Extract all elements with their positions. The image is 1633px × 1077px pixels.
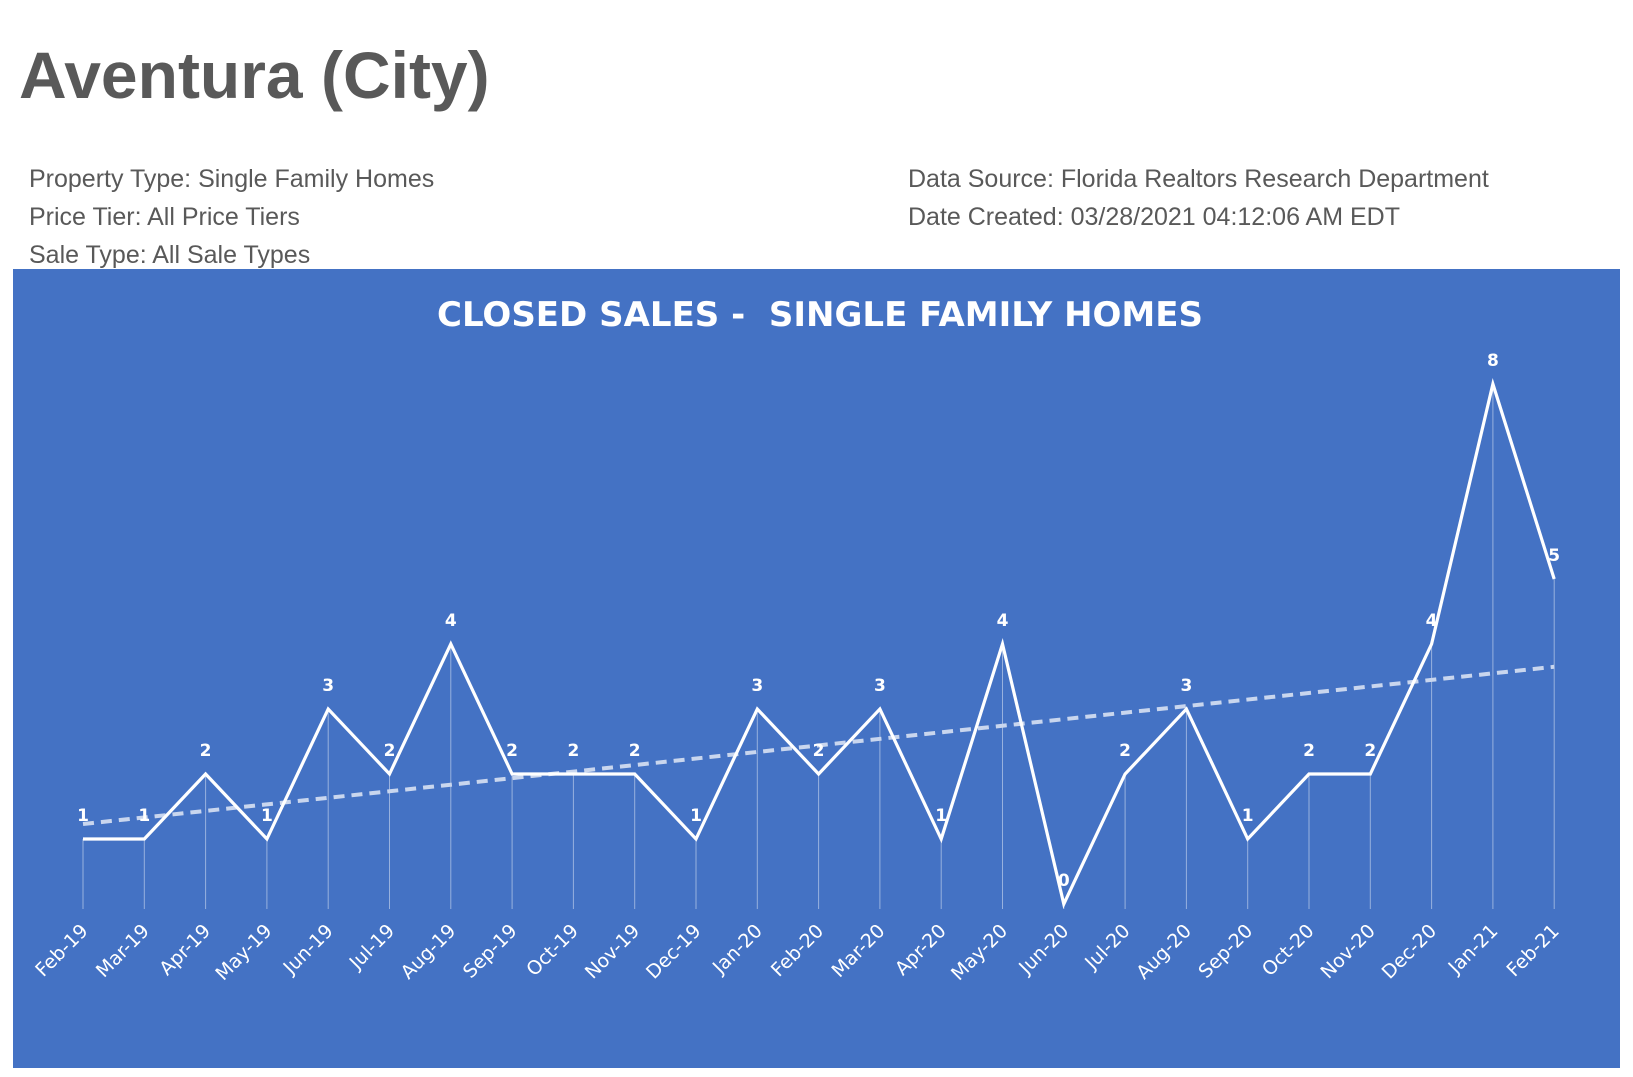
data-label: 1 <box>77 806 89 826</box>
x-tick-label: May-20 <box>947 920 1012 985</box>
property-type-text: Property Type: Single Family Homes <box>29 165 435 193</box>
data-label: 1 <box>138 806 150 826</box>
report-filters: Property Type: Single Family Homes Price… <box>29 160 434 274</box>
x-tick-label: Nov-19 <box>581 920 644 983</box>
data-label: 8 <box>1487 351 1499 371</box>
x-tick-label: Nov-20 <box>1316 920 1379 983</box>
data-label: 1 <box>690 806 702 826</box>
x-tick-label: Mar-19 <box>92 920 154 982</box>
data-labels: 1 1 2 1 3 2 4 2 2 2 1 3 2 3 1 4 0 2 3 1 2 2 4 8 5 <box>77 351 1560 891</box>
x-tick-label: Jan-20 <box>708 920 767 979</box>
x-tick-label: Apr-20 <box>891 920 951 980</box>
data-label: 1 <box>1242 806 1254 826</box>
data-label: 1 <box>261 806 273 826</box>
sale-type-text: Sale Type: All Sale Types <box>29 241 311 269</box>
data-label: 2 <box>1303 741 1315 761</box>
x-tick-label: Jun-20 <box>1014 920 1073 979</box>
data-label: 2 <box>384 741 396 761</box>
data-label: 3 <box>1180 676 1192 696</box>
x-tick-label: Jul-20 <box>1080 920 1134 974</box>
chart-title: CLOSED SALES - SINGLE FAMILY HOMES <box>437 295 1203 335</box>
data-label: 2 <box>813 741 825 761</box>
x-tick-label: Dec-20 <box>1378 920 1442 984</box>
data-label: 1 <box>935 806 947 826</box>
x-tick-label: Feb-20 <box>767 920 828 981</box>
x-tick-label: Dec-19 <box>642 920 706 984</box>
x-tick-label: Jun-19 <box>279 920 338 979</box>
page-title: Aventura (City) <box>19 38 490 112</box>
data-label: 2 <box>629 741 641 761</box>
x-tick-label: Aug-19 <box>397 920 461 984</box>
x-tick-label: Apr-19 <box>155 920 215 980</box>
data-label: 2 <box>1119 741 1131 761</box>
closed-sales-chart: CLOSED SALES - SINGLE FAMILY HOMES 1 1 2 1 3… <box>13 269 1620 1068</box>
data-label: 2 <box>1364 741 1376 761</box>
data-label: 4 <box>1426 611 1438 631</box>
x-tick-label: Oct-20 <box>1258 920 1319 981</box>
data-label: 3 <box>874 676 886 696</box>
x-tick-label: Jul-19 <box>345 920 399 974</box>
data-label: 3 <box>322 676 334 696</box>
series-line <box>83 377 1556 909</box>
date-created-text: Date Created: 03/28/2021 04:12:06 AM EDT <box>908 203 1400 231</box>
trendline-group <box>82 664 1555 826</box>
data-label: 5 <box>1548 546 1560 566</box>
report-source-info: Data Source: Florida Realtors Research D… <box>908 160 1489 236</box>
x-tick-label: Jan-21 <box>1444 920 1503 979</box>
chart-svg: CLOSED SALES - SINGLE FAMILY HOMES 1 1 2 1 3… <box>31 295 1563 985</box>
series-group <box>83 377 1556 909</box>
data-label: 3 <box>751 676 763 696</box>
x-tick-label: Oct-19 <box>522 920 583 981</box>
price-tier-text: Price Tier: All Price Tiers <box>29 203 300 231</box>
data-label: 2 <box>200 741 212 761</box>
data-label: 4 <box>445 611 457 631</box>
drop-lines <box>82 384 1555 909</box>
x-tick-label: Sep-19 <box>459 920 522 983</box>
data-label: 0 <box>1058 871 1070 891</box>
x-tick-label: Sep-20 <box>1194 920 1257 983</box>
data-source-text: Data Source: Florida Realtors Research D… <box>908 165 1489 193</box>
data-label: 2 <box>506 741 518 761</box>
x-tick-label: Aug-20 <box>1132 920 1196 984</box>
x-tick-label: Mar-20 <box>827 920 889 982</box>
data-label: 2 <box>567 741 579 761</box>
trendline <box>82 664 1555 826</box>
x-tick-label: Feb-21 <box>1502 920 1563 981</box>
data-label: 4 <box>997 611 1009 631</box>
x-tick-label: May-19 <box>211 920 276 985</box>
x-tick-label: Feb-19 <box>31 920 92 981</box>
